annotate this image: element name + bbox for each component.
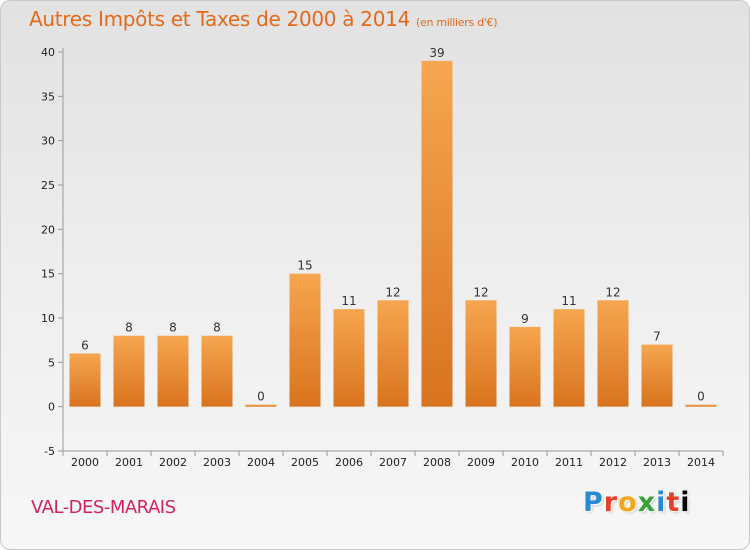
y-tick-label: 15	[41, 268, 55, 281]
bar-value-label: 39	[429, 46, 444, 60]
bar-value-label: 7	[653, 330, 661, 344]
bar-value-label: 6	[81, 338, 89, 352]
x-tick-label: 2014	[687, 456, 715, 469]
bar-value-label: 0	[257, 390, 265, 404]
bar	[289, 273, 321, 407]
logo-letter: x	[637, 487, 657, 518]
bar	[685, 404, 717, 407]
bar	[157, 335, 189, 407]
x-tick-label: 2010	[511, 456, 539, 469]
x-tick-label: 2013	[643, 456, 671, 469]
logo-letter: i	[680, 487, 691, 518]
y-tick-label: 20	[41, 223, 55, 236]
bar	[377, 300, 409, 407]
bar-value-label: 11	[341, 294, 356, 308]
x-tick-label: 2012	[599, 456, 627, 469]
x-tick-label: 2002	[159, 456, 187, 469]
x-tick-label: 2004	[247, 456, 275, 469]
chart-axes: -5 0 5 10 15 20 25 30 35 40 2000 2001 2002 2003 2004 20…	[41, 46, 724, 469]
y-tick-label: -5	[44, 445, 55, 458]
logo-letter: o	[618, 487, 638, 518]
bar	[333, 309, 365, 407]
bar	[69, 353, 101, 407]
bar-value-label: 9	[521, 312, 529, 326]
bar-value-label: 8	[125, 321, 133, 335]
bar	[641, 344, 673, 407]
y-tick-label: 35	[41, 90, 55, 103]
bar	[509, 326, 541, 407]
y-tick-label: 25	[41, 179, 55, 192]
logo-letter: t	[666, 487, 681, 518]
x-tick-label: 2011	[555, 456, 583, 469]
chart-bars	[69, 60, 717, 407]
x-tick-label: 2001	[115, 456, 143, 469]
bar	[201, 335, 233, 407]
bar-value-label: 8	[169, 321, 177, 335]
x-tick-label: 2005	[291, 456, 319, 469]
bar-value-label: 8	[213, 321, 221, 335]
logo-letter: P	[583, 487, 604, 518]
y-tick-label: 10	[41, 312, 55, 325]
y-tick-label: 0	[48, 401, 55, 414]
x-tick-label: 2000	[71, 456, 99, 469]
chart-title: Autres Impôts et Taxes de 2000 à 2014	[29, 7, 410, 31]
bar	[597, 300, 629, 407]
bar-value-label: 15	[297, 259, 312, 273]
bar	[465, 300, 497, 407]
bar	[553, 309, 585, 407]
logo-letter: i	[656, 487, 667, 518]
x-tick-label: 2006	[335, 456, 363, 469]
bar-value-label: 11	[561, 294, 576, 308]
bar	[421, 60, 453, 407]
bar-value-label: 12	[473, 285, 488, 299]
bar-value-label: 12	[385, 285, 400, 299]
chart-data-labels: 6 8 8 8 0 15 11 12 39 12 9 11 12 7 0	[81, 46, 705, 404]
bar-value-label: 12	[605, 285, 620, 299]
commune-name: VAL-DES-MARAIS	[31, 497, 176, 518]
x-tick-label: 2008	[423, 456, 451, 469]
bar	[113, 335, 145, 407]
x-tick-label: 2009	[467, 456, 495, 469]
y-tick-label: 5	[48, 356, 55, 369]
proxiti-logo[interactable]: Proxiti	[583, 487, 691, 518]
x-tick-label: 2003	[203, 456, 231, 469]
y-tick-label: 30	[41, 135, 55, 148]
y-tick-label: 40	[41, 46, 55, 59]
x-tick-label: 2007	[379, 456, 407, 469]
bar	[245, 404, 277, 407]
chart-title-block: Autres Impôts et Taxes de 2000 à 2014 (en…	[29, 7, 497, 31]
bar-value-label: 0	[697, 390, 705, 404]
logo-letter: r	[603, 487, 619, 518]
chart-subtitle: (en milliers d'€)	[416, 16, 498, 29]
